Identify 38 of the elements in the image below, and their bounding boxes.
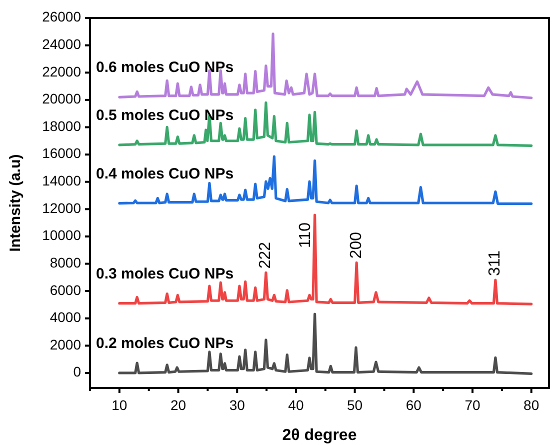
y-tick-label: 2000 [50,336,82,352]
series-label: 0.5 moles CuO NPs [96,106,234,124]
y-tick-label: 14000 [42,172,82,189]
y-tick-label: 10000 [42,227,82,244]
y-axis-title: Intensity (a.u) [7,154,24,252]
x-tick-label: 50 [347,397,363,413]
y-tick-label: 0 [73,364,82,380]
x-tick-label: 80 [524,397,540,413]
line-series [118,312,533,375]
y-tick-label: 4000 [50,309,82,326]
series-label: 0.3 moles CuO NPs [96,265,234,282]
line-series [118,155,533,205]
x-tick-label: 10 [112,397,128,413]
annotation: 311 [486,250,504,276]
y-tick-label: 8000 [50,254,82,270]
x-axis-title: 2θ degree [282,427,357,444]
y-tick-label: 12000 [42,200,82,216]
x-tick-label: 30 [229,397,246,413]
series-label: 0.4 moles CuO NPs [96,165,234,182]
line-series [118,214,533,306]
line-series [118,101,533,147]
y-tick-label: 18000 [42,118,82,134]
annotation: 200 [348,232,365,259]
y-tick-label: 22000 [42,63,82,80]
x-tick-label: 20 [170,397,186,413]
y-tick-label: 16000 [42,145,82,162]
annotation: 222 [257,242,274,269]
annotation: 110 [297,222,314,248]
x-tick-label: 60 [406,397,422,413]
series-label: 0.2 moles CuO NPs [96,334,234,352]
line-series [118,32,533,100]
y-tick-label: 6000 [50,282,82,298]
x-tick-label: 70 [464,397,480,413]
series-label: 0.6 moles CuO NPs [96,59,234,76]
y-tick-label: 26000 [42,8,82,25]
x-tick-label: 40 [288,397,304,413]
y-tick-label: 24000 [42,36,82,52]
y-tick-label: 20000 [42,90,82,107]
